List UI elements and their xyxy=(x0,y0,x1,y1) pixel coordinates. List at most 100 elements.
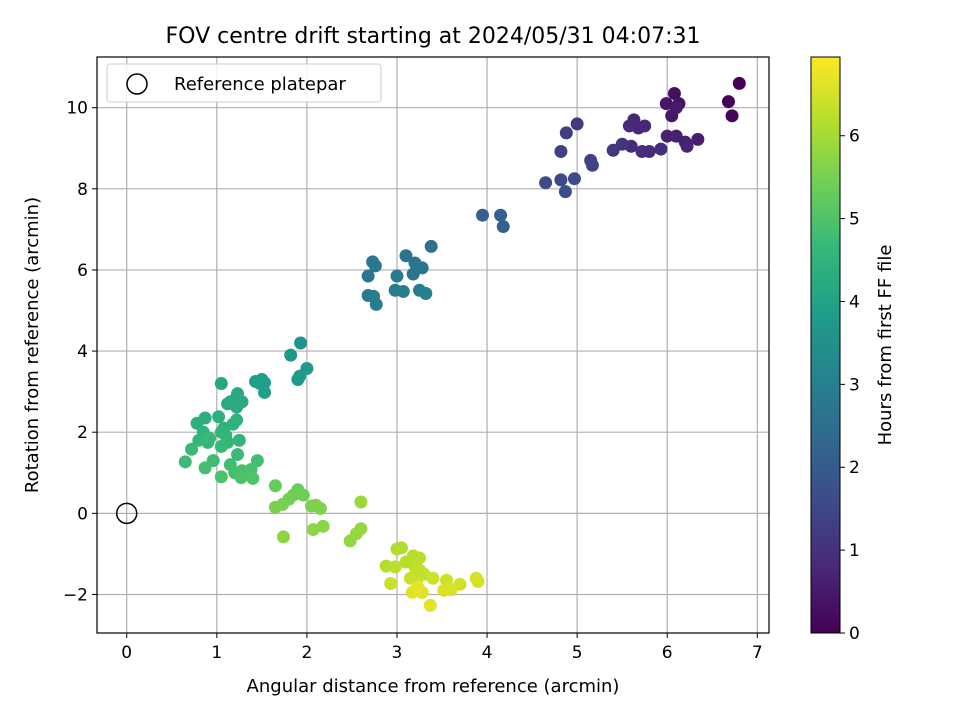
x-tick-label: 3 xyxy=(392,643,403,663)
x-axis-label: Angular distance from reference (arcmin) xyxy=(247,676,620,697)
data-point xyxy=(539,176,553,190)
colorbar-tick-label: 0 xyxy=(849,624,860,644)
x-tick-label: 2 xyxy=(301,643,312,663)
data-point xyxy=(570,117,584,131)
data-point xyxy=(669,101,683,115)
data-point xyxy=(732,76,746,90)
reference-marker-group xyxy=(115,502,138,525)
data-point xyxy=(680,139,694,153)
x-tick-label: 5 xyxy=(572,643,583,663)
plot-frame xyxy=(96,56,770,634)
data-point xyxy=(554,145,568,159)
y-tick-label: 2 xyxy=(77,423,88,443)
data-point xyxy=(388,560,402,574)
data-point xyxy=(390,269,404,283)
data-point xyxy=(494,208,508,222)
data-point xyxy=(268,500,282,514)
data-point xyxy=(361,269,375,283)
data-point xyxy=(585,158,599,172)
x-tick-label: 6 xyxy=(662,643,673,663)
data-point xyxy=(559,126,573,140)
data-point xyxy=(411,580,425,594)
data-point xyxy=(234,471,248,485)
data-point xyxy=(258,385,272,399)
legend-reference-label: Reference platepar xyxy=(174,74,346,95)
data-point xyxy=(368,259,382,273)
data-point xyxy=(667,87,681,101)
y-axis-ticks: −2 0 2 4 6 8 10 xyxy=(63,99,97,605)
colorbar-tick-label: 5 xyxy=(849,210,860,230)
legend-reference-marker xyxy=(126,73,148,95)
data-point xyxy=(246,471,260,485)
data-point xyxy=(659,97,673,111)
data-point xyxy=(558,185,572,199)
data-point xyxy=(390,542,404,556)
data-point xyxy=(426,571,440,585)
data-point xyxy=(419,286,433,300)
data-point xyxy=(567,172,581,186)
data-point xyxy=(214,470,228,484)
data-point xyxy=(691,132,705,146)
data-point xyxy=(198,461,212,475)
data-point xyxy=(554,173,568,187)
data-point xyxy=(660,129,674,143)
colorbar-tick-label: 2 xyxy=(849,458,860,478)
data-point xyxy=(178,455,192,469)
data-point xyxy=(249,375,263,389)
data-point xyxy=(354,495,368,509)
data-point xyxy=(309,498,323,512)
data-point xyxy=(232,433,246,447)
data-point xyxy=(437,583,451,597)
y-tick-label: 4 xyxy=(77,342,88,362)
reference-platepar-marker xyxy=(115,502,138,525)
y-tick-label: 8 xyxy=(77,180,88,200)
data-point xyxy=(406,267,420,281)
y-tick-label: 10 xyxy=(66,99,88,119)
data-point xyxy=(214,377,228,391)
data-point xyxy=(293,369,307,383)
data-point xyxy=(721,95,735,109)
colorbar-label: Hours from first FF file xyxy=(875,245,896,446)
data-point xyxy=(638,119,652,133)
data-point xyxy=(654,142,668,156)
data-point xyxy=(268,479,282,493)
colorbar-tick-label: 6 xyxy=(849,127,860,147)
data-point xyxy=(669,129,683,143)
colorbar-tick-label: 3 xyxy=(849,375,860,395)
data-point xyxy=(424,239,438,253)
y-axis-label: Rotation from reference (arcmin) xyxy=(22,197,43,493)
x-tick-label: 4 xyxy=(482,643,493,663)
colorbar-tick-label: 4 xyxy=(849,292,860,312)
data-point xyxy=(725,109,739,123)
data-point xyxy=(622,119,636,133)
data-point xyxy=(354,522,368,536)
data-point xyxy=(496,220,510,234)
data-points xyxy=(178,76,746,612)
colorbar-tick-label: 1 xyxy=(849,541,860,561)
y-tick-label: −2 xyxy=(63,585,88,605)
data-point xyxy=(476,208,490,222)
data-point xyxy=(223,395,237,409)
data-point xyxy=(306,523,320,537)
data-point xyxy=(642,145,656,159)
data-point xyxy=(471,574,485,588)
data-point xyxy=(284,348,298,362)
data-point xyxy=(230,413,244,427)
legend: Reference platepar xyxy=(106,63,382,103)
data-point xyxy=(294,336,308,350)
data-point xyxy=(423,598,437,612)
x-tick-label: 1 xyxy=(211,643,222,663)
data-point xyxy=(384,577,398,591)
x-axis-ticks: 0 1 2 3 4 5 6 7 xyxy=(121,633,763,663)
chart-title: FOV centre drift starting at 2024/05/31 … xyxy=(166,24,701,49)
data-point xyxy=(231,448,245,462)
y-tick-label: 0 xyxy=(77,504,88,524)
data-point xyxy=(316,519,330,533)
data-point xyxy=(396,284,410,298)
legend-box xyxy=(106,63,382,103)
data-point xyxy=(276,530,290,544)
x-tick-label: 0 xyxy=(121,643,132,663)
y-tick-label: 6 xyxy=(77,261,88,281)
data-point xyxy=(203,431,217,445)
